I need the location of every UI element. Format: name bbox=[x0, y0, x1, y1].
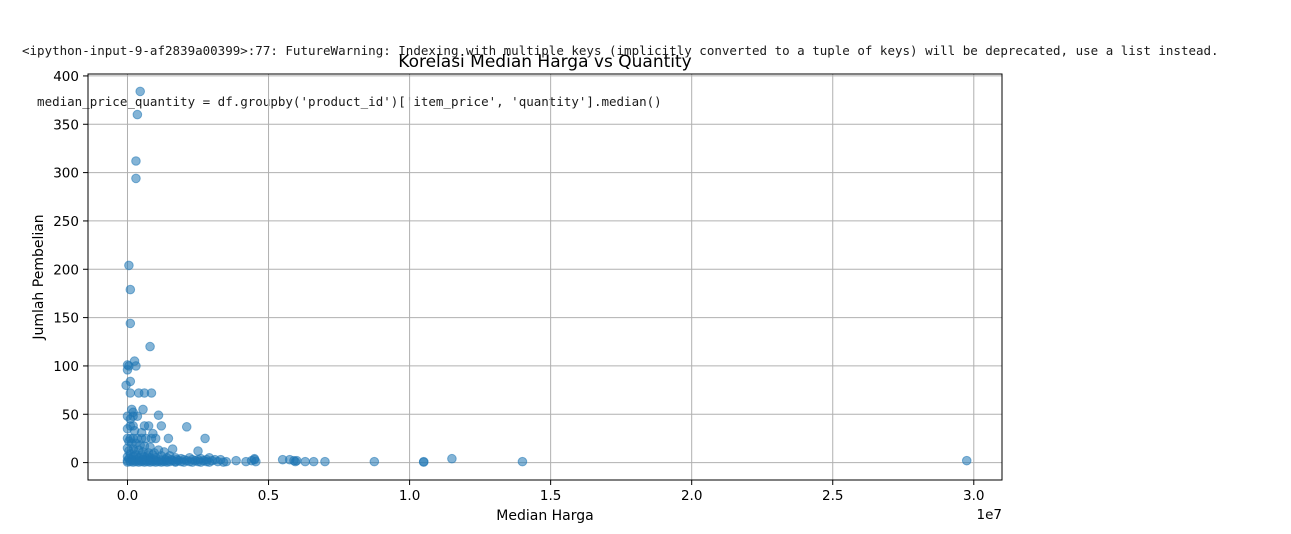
y-tick-label: 50 bbox=[62, 407, 79, 423]
y-tick-label: 300 bbox=[53, 166, 79, 182]
x-tick-label: 2.0 bbox=[681, 488, 702, 504]
data-point bbox=[204, 457, 215, 467]
y-tick-label: 250 bbox=[53, 214, 79, 230]
data-point bbox=[196, 457, 206, 467]
data-point bbox=[122, 365, 133, 375]
data-point bbox=[163, 433, 174, 444]
data-point bbox=[132, 109, 143, 120]
data-point bbox=[961, 455, 972, 466]
chart-title: Korelasi Median Harga vs Quantity bbox=[398, 52, 691, 72]
data-point bbox=[150, 433, 161, 444]
data-point bbox=[124, 260, 134, 271]
data-point bbox=[135, 86, 145, 97]
x-tick-label: 1.5 bbox=[540, 488, 561, 504]
data-point bbox=[131, 156, 141, 166]
x-tick-label: 0.5 bbox=[258, 488, 279, 504]
y-tick-label: 350 bbox=[53, 117, 79, 133]
grid-lines bbox=[88, 74, 1002, 480]
data-point bbox=[308, 456, 319, 467]
data-point bbox=[300, 456, 311, 467]
y-tick-label: 0 bbox=[70, 456, 79, 472]
data-point bbox=[170, 457, 181, 467]
x-tick-label: 0.0 bbox=[117, 488, 138, 504]
data-point bbox=[418, 457, 429, 467]
data-point bbox=[125, 388, 136, 398]
data-point bbox=[447, 453, 457, 464]
data-point bbox=[131, 361, 141, 371]
data-point bbox=[179, 457, 189, 467]
data-point bbox=[218, 457, 229, 467]
data-point bbox=[249, 453, 260, 464]
data-point bbox=[369, 456, 380, 467]
scatter-points bbox=[121, 86, 972, 467]
x-tick-label: 3.0 bbox=[963, 488, 984, 504]
axis-ticks: 0.0 0.5 1.0 1.5 2.0 2.5 3.0 0 50 100 150 200 250 300 3… bbox=[53, 69, 984, 504]
data-point bbox=[156, 421, 167, 431]
data-point bbox=[320, 456, 330, 467]
data-point bbox=[181, 422, 192, 432]
data-point bbox=[153, 410, 164, 421]
future-warning-output: <ipython-input-9-af2839a00399>:77: Futur… bbox=[22, 8, 1219, 127]
y-axis-label: Jumlah Pembelian bbox=[31, 214, 47, 340]
data-point bbox=[138, 404, 148, 415]
x-tick-label: 2.5 bbox=[822, 488, 843, 504]
x-axis-label: Median Harga bbox=[496, 508, 593, 524]
data-point bbox=[125, 318, 136, 329]
warning-line-1: <ipython-input-9-af2839a00399>:77: Futur… bbox=[22, 43, 1219, 58]
y-tick-label: 150 bbox=[53, 311, 79, 327]
x-axis-offset-text: 1e7 bbox=[977, 507, 1002, 523]
x-tick-label: 1.0 bbox=[399, 488, 420, 504]
data-point bbox=[517, 456, 528, 467]
data-point bbox=[146, 388, 157, 398]
y-tick-label: 400 bbox=[53, 69, 79, 85]
y-tick-label: 100 bbox=[53, 359, 79, 375]
data-point bbox=[131, 173, 141, 184]
data-point bbox=[121, 380, 131, 391]
data-point bbox=[231, 455, 241, 466]
warning-line-2: median_price_quantity = df.groupby('prod… bbox=[22, 94, 662, 109]
data-point bbox=[187, 457, 198, 467]
data-point bbox=[200, 433, 210, 444]
data-point bbox=[125, 284, 136, 295]
y-tick-label: 200 bbox=[53, 262, 79, 278]
data-point bbox=[162, 457, 172, 467]
data-point bbox=[145, 341, 155, 352]
axes-frame bbox=[87, 73, 1003, 481]
data-point bbox=[291, 455, 302, 466]
data-point bbox=[143, 421, 154, 431]
